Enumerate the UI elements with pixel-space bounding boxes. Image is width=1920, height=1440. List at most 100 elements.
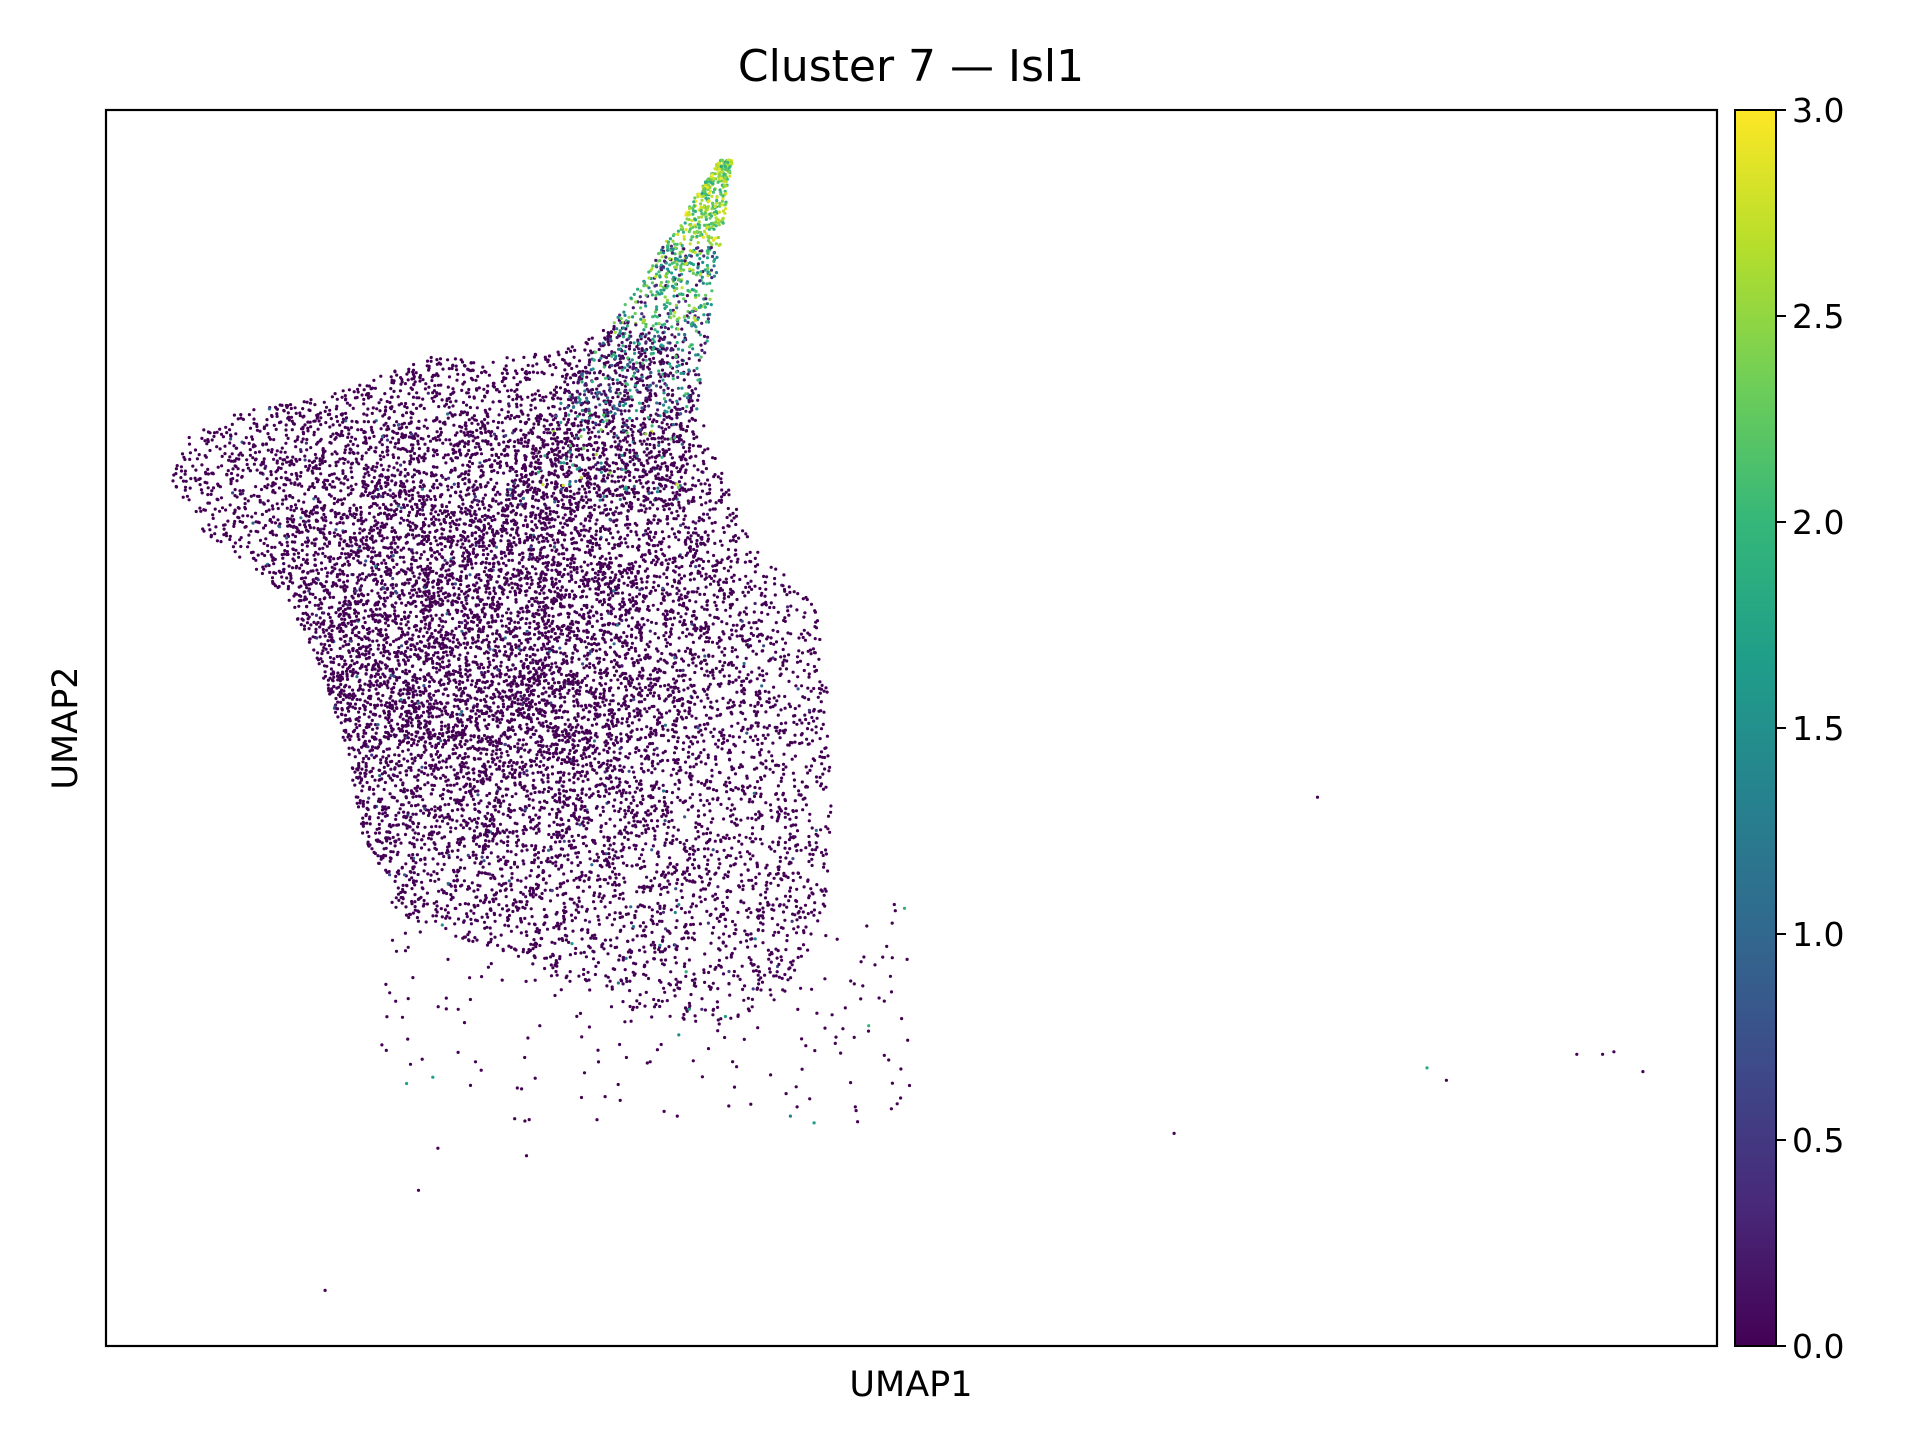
scatter-point (614, 850, 618, 854)
scatter-point (500, 534, 504, 538)
scatter-point (623, 815, 627, 819)
scatter-point (560, 730, 565, 734)
scatter-point (392, 528, 396, 533)
scatter-point (461, 542, 465, 546)
scatter-point (659, 547, 663, 552)
scatter-point (227, 458, 231, 462)
scatter-point (476, 835, 480, 839)
scatter-point (381, 502, 385, 507)
scatter-point (509, 510, 513, 514)
scatter-point (730, 575, 734, 580)
scatter-point (549, 963, 553, 967)
scatter-point (346, 559, 350, 564)
scatter-point (374, 680, 378, 684)
scatter-point (552, 524, 556, 529)
scatter-point (369, 425, 373, 429)
scatter-point (749, 958, 753, 962)
scatter-point (485, 748, 489, 752)
scatter-point (275, 414, 279, 418)
scatter-point (741, 887, 745, 892)
scatter-point (431, 728, 435, 732)
scatter-point (588, 795, 592, 799)
scatter-point (551, 952, 555, 957)
scatter-point (669, 480, 673, 484)
scatter-point (727, 674, 731, 678)
scatter-point (476, 435, 480, 439)
scatter-point (614, 876, 618, 880)
scatter-point (763, 594, 767, 598)
scatter-point (323, 459, 327, 464)
scatter-point (717, 583, 721, 587)
scatter-point (365, 668, 369, 672)
scatter-point (510, 764, 514, 768)
scatter-point (791, 670, 795, 674)
scatter-point (617, 896, 621, 900)
scatter-point (624, 685, 628, 689)
scatter-point (329, 647, 333, 652)
scatter-point (655, 574, 659, 579)
scatter-point (650, 491, 654, 495)
scatter-point (615, 791, 619, 795)
scatter-point (715, 789, 719, 793)
scatter-point (342, 497, 347, 501)
scatter-point (604, 557, 608, 561)
scatter-points (171, 158, 1645, 1292)
scatter-point (639, 853, 644, 857)
scatter-point (547, 640, 551, 644)
scatter-point (470, 505, 474, 509)
scatter-point (566, 853, 570, 857)
scatter-point (630, 641, 635, 645)
scatter-point (272, 438, 276, 442)
scatter-point (657, 696, 662, 701)
scatter-point (361, 831, 365, 835)
scatter-point (570, 725, 575, 730)
scatter-point (601, 809, 606, 814)
scatter-point (559, 397, 563, 401)
scatter-point (385, 399, 389, 404)
scatter-point (530, 527, 534, 531)
scatter-point (808, 852, 812, 856)
scatter-point (469, 376, 473, 380)
scatter-point (450, 711, 454, 715)
scatter-point (377, 861, 381, 865)
scatter-point (370, 745, 375, 749)
scatter-point (432, 551, 437, 555)
scatter-point (601, 524, 605, 529)
scatter-point (620, 704, 624, 708)
scatter-point (791, 871, 795, 875)
scatter-point (642, 450, 646, 454)
scatter-point (612, 842, 616, 846)
scatter-point (705, 909, 709, 914)
scatter-point (622, 765, 626, 769)
scatter-point (530, 844, 534, 848)
scatter-point (515, 834, 519, 838)
scatter-point (401, 883, 405, 888)
scatter-point (753, 944, 758, 948)
scatter-point (719, 480, 724, 485)
scatter-point (569, 814, 574, 818)
scatter-point (492, 701, 496, 705)
scatter-point (482, 387, 486, 391)
scatter-point (661, 808, 665, 813)
scatter-point (525, 900, 529, 904)
scatter-point (508, 629, 512, 633)
scatter-point (726, 870, 731, 874)
scatter-point (581, 835, 585, 840)
scatter-point (693, 554, 697, 558)
scatter-point (722, 817, 726, 821)
scatter-point (763, 580, 767, 585)
scatter-point (651, 759, 655, 764)
scatter-point (481, 680, 485, 684)
scatter-point (428, 561, 432, 565)
scatter-point (323, 670, 327, 674)
scatter-point (615, 945, 619, 949)
scatter-point (172, 473, 176, 477)
scatter-point (661, 504, 665, 508)
scatter-point (686, 858, 690, 862)
scatter-point (440, 797, 445, 801)
scatter-point (435, 448, 439, 453)
scatter-point (481, 548, 486, 552)
scatter-point (627, 409, 631, 413)
scatter-point (727, 748, 732, 752)
scatter-point (489, 932, 493, 936)
